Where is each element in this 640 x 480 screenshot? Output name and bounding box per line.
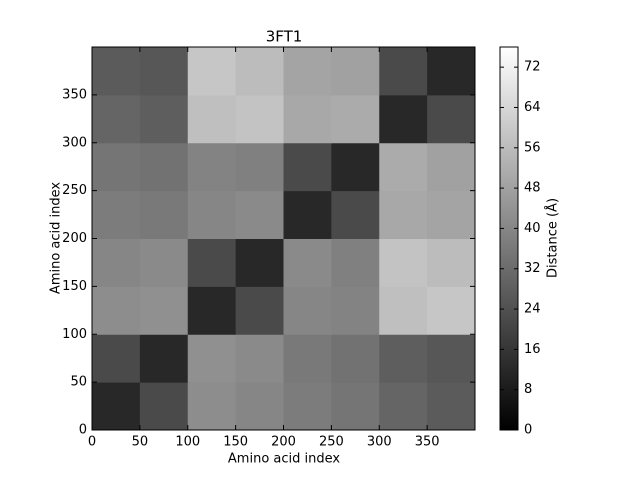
- heatmap-cell: [379, 47, 428, 96]
- colorbar-label: Distance (Å): [545, 198, 561, 278]
- heatmap-cell: [427, 334, 476, 383]
- heatmap-cell: [92, 47, 141, 96]
- heatmap-cell: [283, 142, 332, 192]
- heatmap-cell: [187, 286, 237, 335]
- heatmap-cell: [283, 334, 332, 383]
- heatmap-cell: [235, 238, 284, 287]
- heatmap-cell: [283, 190, 332, 239]
- heatmap-cell: [139, 334, 189, 383]
- heatmap-cell: [139, 286, 189, 335]
- heatmap-cell: [235, 286, 284, 335]
- heatmap-cell: [427, 142, 476, 192]
- heatmap-cell: [235, 94, 284, 144]
- heatmap-cell: [283, 238, 332, 287]
- x-axis-label: Amino acid index: [228, 452, 340, 467]
- heatmap-cell: [187, 334, 237, 383]
- colorbar-tick-label: 48: [524, 181, 541, 196]
- heatmap-cell: [187, 382, 237, 431]
- colorbar-tick-label: 64: [524, 100, 541, 115]
- x-tick-label: 50: [132, 435, 149, 450]
- y-tick-label: 350: [62, 87, 87, 102]
- heatmap-cell: [379, 286, 428, 335]
- heatmap-cell: [283, 94, 332, 144]
- y-tick-label: 250: [62, 183, 87, 198]
- heatmap-cell: [283, 47, 332, 96]
- heatmap-cell: [92, 286, 141, 335]
- x-tick-label: 0: [88, 435, 96, 450]
- heatmap-cell: [427, 47, 476, 96]
- heatmap-cell: [379, 142, 428, 192]
- colorbar-tick-label: 40: [524, 221, 541, 236]
- heatmap-cell: [331, 94, 380, 144]
- x-tick-label: 250: [319, 435, 344, 450]
- heatmap-cell: [427, 286, 476, 335]
- heatmap-cell: [379, 190, 428, 239]
- y-axis-label: Amino acid index: [49, 182, 64, 294]
- heatmap-cell: [331, 382, 380, 431]
- heatmap-cell: [235, 190, 284, 239]
- heatmap-cell: [331, 190, 380, 239]
- colorbar-tick-label: 8: [524, 382, 532, 397]
- heatmap-cell: [139, 94, 189, 144]
- x-tick-label: 150: [223, 435, 248, 450]
- heatmap-cell: [427, 382, 476, 431]
- x-tick-label: 100: [175, 435, 200, 450]
- heatmap-cell: [331, 47, 380, 96]
- colorbar-tick-label: 56: [524, 140, 541, 155]
- colorbar-tick-label: 72: [524, 60, 541, 75]
- heatmap-cell: [379, 94, 428, 144]
- heatmap-cell: [139, 382, 189, 431]
- heatmap-cell: [235, 47, 284, 96]
- colorbar-tick-label: 24: [524, 302, 541, 317]
- colorbar-tick-label: 16: [524, 342, 541, 357]
- y-tick-label: 300: [62, 135, 87, 150]
- heatmap-cell: [187, 47, 237, 96]
- heatmap-cell: [92, 334, 141, 383]
- heatmap-cell: [92, 94, 141, 144]
- heatmap-cell: [427, 238, 476, 287]
- y-tick-label: 100: [62, 327, 87, 342]
- heatmap-cell: [187, 238, 237, 287]
- heatmap-cell: [427, 190, 476, 239]
- heatmap-cell: [331, 142, 380, 192]
- heatmap-cell: [139, 142, 189, 192]
- y-tick-label: 150: [62, 279, 87, 294]
- colorbar-tick-label: 0: [524, 423, 532, 438]
- heatmap-cell: [283, 286, 332, 335]
- heatmap-cell: [187, 190, 237, 239]
- colorbar-tick-label: 32: [524, 261, 541, 276]
- x-tick-label: 200: [271, 435, 296, 450]
- heatmap-cell: [283, 382, 332, 431]
- x-tick-label: 350: [415, 435, 440, 450]
- heatmap-cell: [331, 238, 380, 287]
- heatmap-cell: [139, 47, 189, 96]
- heatmap-cell: [427, 94, 476, 144]
- heatmap-cell: [187, 142, 237, 192]
- y-tick-label: 200: [62, 231, 87, 246]
- heatmap-cell: [379, 382, 428, 431]
- heatmap-cell: [235, 334, 284, 383]
- colorbar: [499, 46, 519, 431]
- y-tick-label: 0: [79, 423, 87, 438]
- y-tick-label: 50: [70, 375, 87, 390]
- heatmap-cell: [92, 190, 141, 239]
- chart-title: 3FT1: [266, 28, 303, 46]
- heatmap-cell: [92, 238, 141, 287]
- heatmap-cell: [331, 286, 380, 335]
- heatmap-cell: [331, 334, 380, 383]
- heatmap-cell: [235, 382, 284, 431]
- heatmap-cell: [92, 142, 141, 192]
- heatmap-cell: [379, 238, 428, 287]
- heatmap-cell: [187, 94, 237, 144]
- heatmap-cell: [92, 382, 141, 431]
- heatmap-cell: [139, 190, 189, 239]
- heatmap-cell: [139, 238, 189, 287]
- heatmap-cell: [379, 334, 428, 383]
- x-tick-label: 300: [367, 435, 392, 450]
- heatmap-cell: [235, 142, 284, 192]
